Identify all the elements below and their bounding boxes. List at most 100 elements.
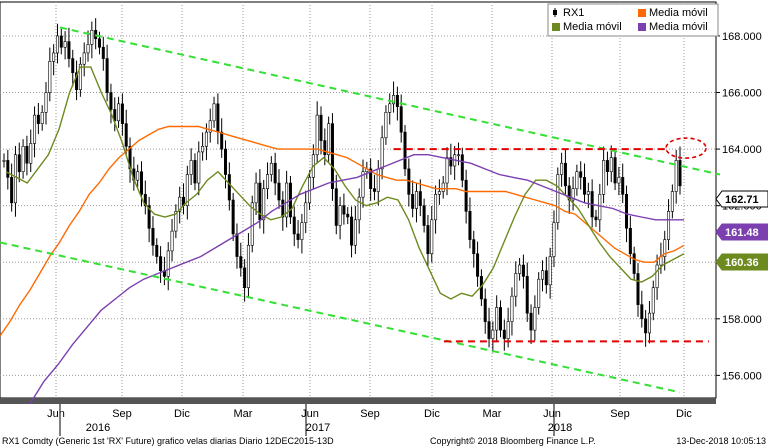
resistance-highlight (665, 137, 707, 159)
candle-body (323, 140, 327, 156)
last-value-badge (715, 253, 768, 271)
x-year-label: 2016 (86, 422, 110, 434)
candle-body (166, 250, 170, 277)
candle-body (640, 304, 644, 320)
candle-body (254, 182, 258, 204)
x-tick-label: Dic (676, 408, 692, 420)
candle-body (204, 131, 208, 147)
candle-body (67, 41, 71, 59)
candle-body (541, 270, 545, 280)
candle-body (472, 239, 476, 255)
candle-body (632, 253, 636, 274)
candle-body (78, 63, 82, 90)
candle-body (334, 188, 338, 226)
trend-line-lower (0, 241, 681, 394)
candle-body (392, 95, 396, 105)
candle-body (327, 123, 331, 156)
candle-body (476, 253, 480, 277)
candle-body (33, 114, 37, 144)
candle-body (266, 174, 270, 189)
candle-body (636, 273, 640, 305)
moving-average-green (5, 66, 685, 300)
x-tick-label: Sep (360, 408, 380, 420)
candle-body (384, 112, 388, 139)
candle-body (529, 312, 533, 331)
candle-body (193, 160, 197, 184)
x-year-label: 2017 (306, 422, 330, 434)
last-value-label: 161.48 (725, 227, 759, 239)
candle-body (159, 256, 163, 272)
candle-body (548, 256, 552, 286)
legend-label: RX1 (563, 7, 584, 19)
candle-body (262, 188, 266, 221)
legend-swatch (638, 23, 646, 31)
x-tick-label: Sep (610, 408, 630, 420)
candle-body (86, 44, 90, 54)
candle-body (90, 29, 94, 45)
candle-body (346, 213, 350, 218)
candle-body (13, 154, 17, 204)
candle-body (441, 182, 445, 192)
candle-body (6, 160, 10, 178)
candle-body (445, 157, 449, 184)
candle-body (399, 106, 403, 133)
candle-body (231, 199, 235, 235)
candle-body (403, 131, 407, 170)
candle-body (372, 188, 376, 192)
candle-body (525, 276, 529, 314)
candle-body (292, 216, 296, 235)
candle-body (52, 52, 56, 62)
candle-body (63, 41, 67, 48)
candle-body (422, 205, 426, 226)
candle-body (235, 233, 239, 257)
candle-body (143, 194, 147, 206)
candle-body (269, 162, 273, 175)
candle-body (670, 191, 674, 212)
candle-body (277, 182, 281, 201)
candle-body (139, 171, 143, 195)
candle-body (491, 329, 495, 339)
candle-body (155, 244, 159, 257)
y-tick-label: 164.000 (722, 144, 762, 156)
candle-body (44, 92, 48, 113)
candle-body (498, 307, 502, 331)
candle-body (510, 295, 514, 322)
candle-body (151, 227, 155, 246)
candle-body (625, 194, 629, 229)
x-tick-label: Mar (483, 408, 502, 420)
candle-body (40, 112, 44, 124)
candle-body (518, 264, 522, 274)
candle-body (246, 244, 250, 288)
candle-body (224, 148, 228, 175)
candle-body (594, 216, 598, 221)
legend-label: Media móvil (563, 21, 622, 33)
candle-body (430, 219, 434, 255)
candle-body (227, 174, 231, 201)
candle-body (216, 103, 220, 133)
candle-body (426, 225, 430, 255)
candle-body (105, 58, 109, 93)
legend-swatch (552, 23, 560, 31)
candle-body (48, 61, 52, 93)
y-tick-label: 168.000 (722, 31, 762, 43)
candle-body (147, 205, 151, 229)
candle-body (220, 131, 224, 150)
candle-body (120, 103, 124, 124)
candle-body (613, 157, 617, 184)
candle-body (395, 95, 399, 107)
candle-body (239, 256, 243, 269)
candle-body (17, 154, 21, 173)
candle-body (258, 182, 262, 221)
candle-body (296, 233, 300, 240)
candle-body (487, 321, 491, 339)
candle-body (376, 168, 380, 192)
candle-body (330, 123, 334, 189)
x-tick-label: Jun (543, 408, 561, 420)
candle-body (506, 321, 510, 339)
candle-body (250, 202, 254, 246)
candle-body (544, 270, 548, 286)
candle-body (55, 35, 59, 54)
candle-body (342, 205, 346, 215)
candle-body (109, 92, 113, 110)
x-tick-label: Mar (234, 408, 253, 420)
